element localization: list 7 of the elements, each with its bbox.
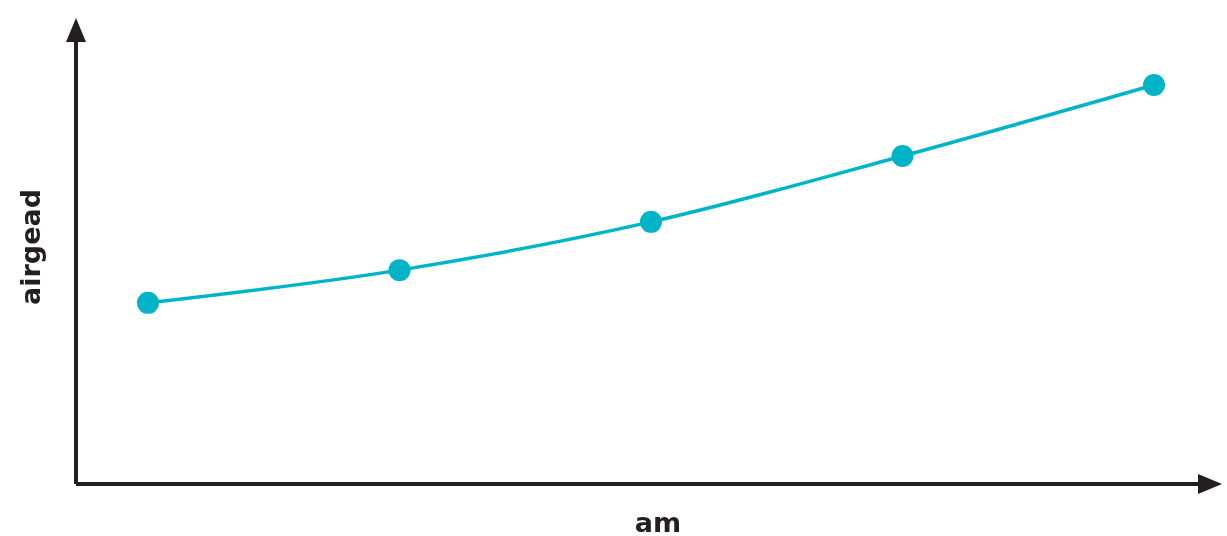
- point: [640, 210, 662, 233]
- y-axis-title: airgead: [15, 189, 46, 305]
- point: [1143, 74, 1165, 96]
- point: [388, 259, 411, 282]
- point: [137, 291, 159, 314]
- point: [891, 145, 914, 168]
- x-axis-title: am: [634, 507, 682, 536]
